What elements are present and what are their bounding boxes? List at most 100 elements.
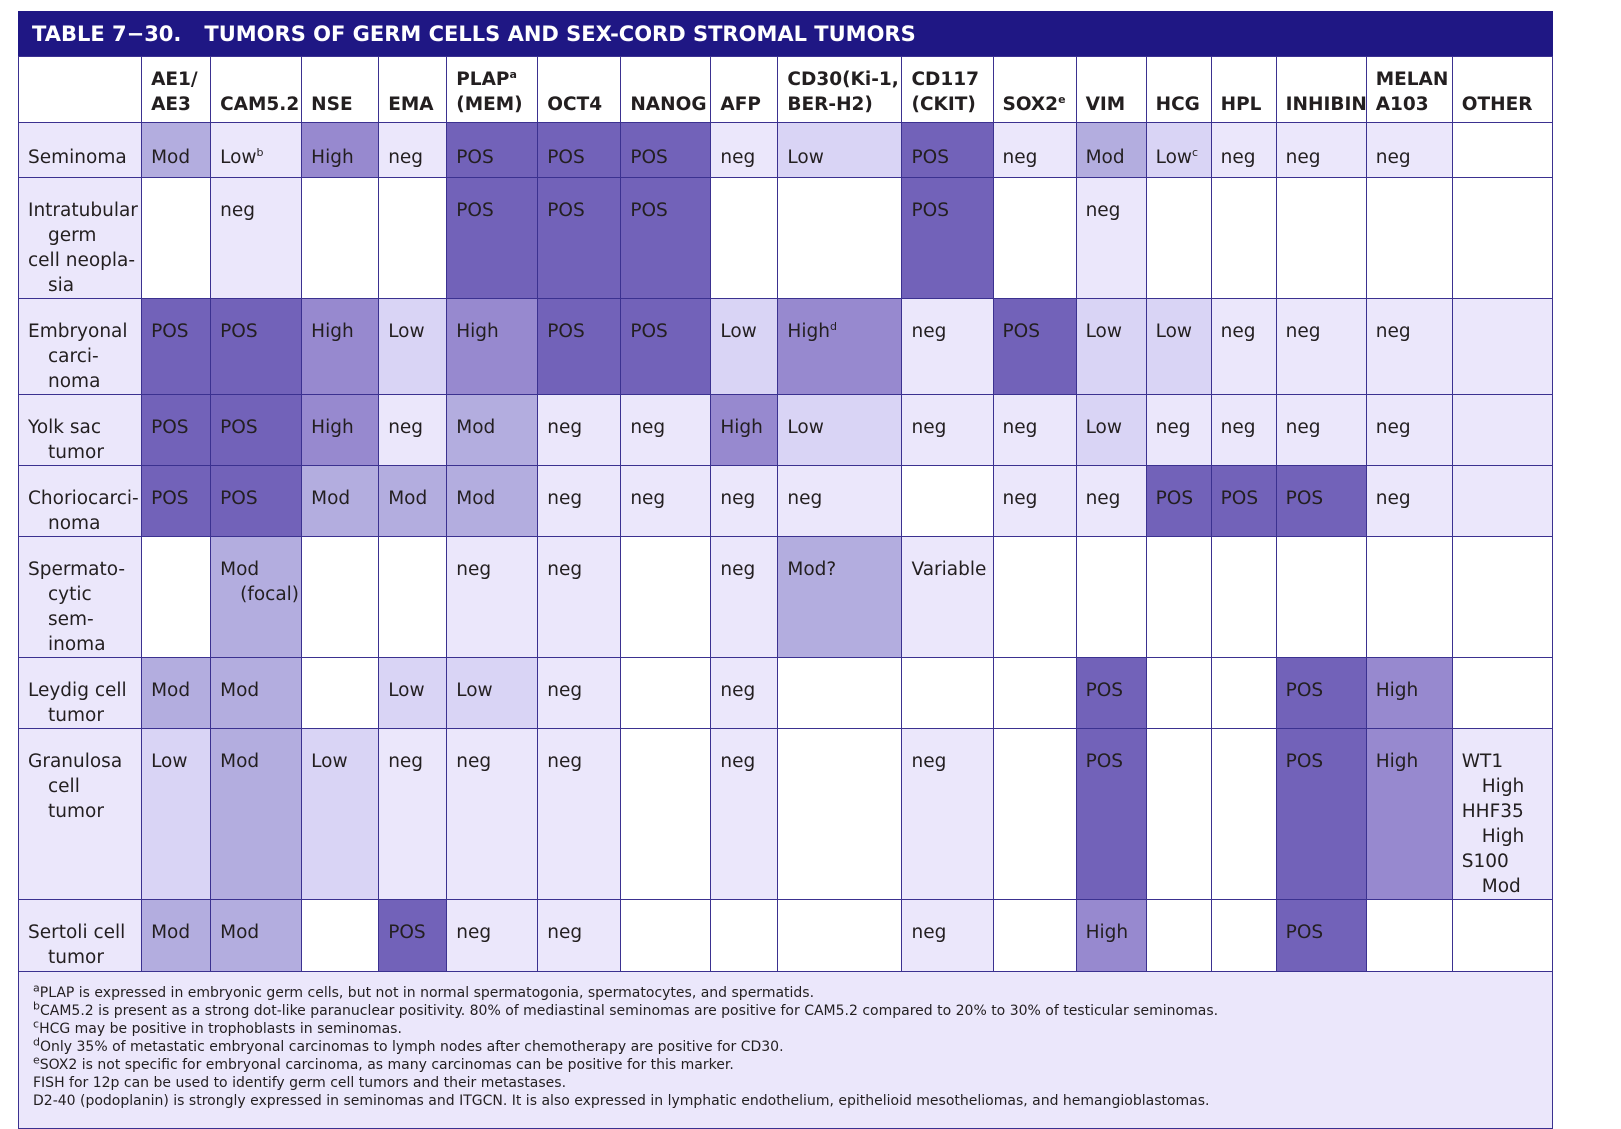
- table-cell: POS: [446, 177, 539, 299]
- table-cell: POS: [901, 122, 994, 178]
- table-cell: POS: [210, 465, 303, 537]
- cell-text: POS: [388, 922, 426, 943]
- row-header: Intratubular germ cell neopla-sia: [17, 177, 143, 299]
- footnote-marker: e: [33, 1053, 40, 1067]
- table-cell: neg: [901, 899, 994, 972]
- header-row: AE1/AE3 CAM5.2 NSE EMA PLAPa (MEM) OCT4 NANOG AF…: [17, 56, 1554, 123]
- column-header-line2: BER-H2): [787, 92, 901, 117]
- footnote-marker: a: [509, 67, 517, 81]
- column-header-line2: AE3: [151, 92, 210, 117]
- table-cell: neg: [378, 394, 448, 466]
- cell-text: POS: [1285, 751, 1324, 772]
- table-cell: Mod: [378, 465, 448, 537]
- cell-text: Low: [388, 321, 425, 342]
- cell-text: POS: [911, 147, 949, 168]
- table-row: Spermato-cytic sem-inoma Mod (focal) neg neg…: [17, 536, 1554, 658]
- table-cell: neg: [1145, 394, 1212, 466]
- footnote: D2-40 (podoplanin) is strongly expressed…: [33, 1092, 1552, 1110]
- table-cell: [777, 728, 903, 900]
- column-header-line1: [1286, 67, 1366, 92]
- table-cell: [1451, 465, 1554, 537]
- column-header-text: (CKIT): [911, 94, 976, 115]
- table-cell: [1365, 177, 1453, 299]
- table-row: Choriocarci-noma POS POS Mod Mod Mod neg neg neg…: [17, 465, 1554, 537]
- row-header-line: inoma: [48, 634, 106, 655]
- cell-text: neg: [1285, 147, 1321, 168]
- row-header-line: tumor: [48, 442, 104, 463]
- column-header-text: HPL: [1220, 94, 1262, 115]
- footnote-text: SOX2 is not specific for embryonal carci…: [39, 1057, 734, 1073]
- table-cell: [1451, 536, 1554, 658]
- footnote-marker: c: [33, 1017, 40, 1031]
- table-cell: [301, 536, 380, 658]
- column-header-line1: AE1/: [151, 67, 210, 92]
- table-cell: neg: [537, 536, 622, 658]
- table-cell: neg: [1365, 394, 1453, 466]
- cell-text: POS: [151, 488, 189, 509]
- table-cell: neg: [901, 728, 994, 900]
- column-header-text: (MEM): [456, 94, 523, 115]
- row-header-line: Intratubular: [28, 200, 138, 221]
- table-cell: POS: [210, 298, 303, 395]
- cell-text: High: [1085, 922, 1129, 943]
- cell-text: neg: [1285, 417, 1321, 438]
- table-cell: [1210, 536, 1277, 658]
- column-header-text: AFP: [720, 94, 761, 115]
- cell-text: neg: [630, 417, 666, 438]
- column-header-text: INHIBIN: [1285, 94, 1367, 115]
- column-header-line1: [720, 67, 777, 92]
- table-cell: neg: [537, 657, 622, 729]
- cell-text: Mod: [456, 417, 496, 438]
- footnote-text: CAM5.2 is present as a strong dot-like p…: [39, 1003, 1219, 1019]
- column-header-text: NANOG: [630, 94, 707, 115]
- cell-text: neg: [1220, 147, 1256, 168]
- column-header-line1: [311, 67, 378, 92]
- table-cell: Mod: [210, 657, 303, 729]
- table-cell: [777, 177, 903, 299]
- row-header-line: cell neopla-: [28, 250, 136, 271]
- table-cell: neg: [1275, 298, 1367, 395]
- cell-text: (focal): [240, 584, 300, 605]
- table-cell: [777, 657, 903, 729]
- table-cell: neg: [378, 122, 448, 178]
- table-cell: Mod: [301, 465, 380, 537]
- cell-text: Mod: [151, 922, 191, 943]
- footnote-text: HCG may be positive in trophoblasts in s…: [39, 1021, 402, 1037]
- table-cell: POS: [620, 122, 712, 178]
- cell-text: HHF35: [1461, 801, 1524, 822]
- table-cell: POS: [992, 298, 1077, 395]
- table-cell: Low: [141, 728, 212, 900]
- column-header-text: MELAN: [1375, 69, 1449, 90]
- cell-text: neg: [787, 488, 823, 509]
- column-header-line2: CAM5.2: [220, 92, 301, 117]
- table-cell: [1275, 177, 1367, 299]
- table-cell: neg: [446, 899, 539, 972]
- column-header-line1: [388, 67, 446, 92]
- footnote-text: PLAP is expressed in embryonic germ cell…: [39, 985, 815, 1001]
- row-header-line: Seminoma: [28, 147, 127, 168]
- column-header-text: CD117: [911, 69, 980, 90]
- table-cell: [1451, 394, 1554, 466]
- row-header: Yolk sac tumor: [17, 394, 143, 466]
- table-cell: [1451, 177, 1554, 299]
- table-cell: [1145, 899, 1212, 972]
- cell-text: POS: [456, 200, 494, 221]
- cell-text: POS: [547, 200, 585, 221]
- footnote-marker: e: [1058, 92, 1066, 106]
- cell-text: Mod: [311, 488, 351, 509]
- column-header-line1: [1086, 67, 1146, 92]
- cell-text: neg: [1375, 321, 1411, 342]
- column-header-line2: OTHER: [1462, 92, 1552, 117]
- cell-text: POS: [547, 321, 585, 342]
- table-row: Seminoma Mod Lowb High neg POS POS POS neg Low POS…: [17, 122, 1554, 178]
- cell-text: POS: [220, 488, 258, 509]
- table-cell: Low: [301, 728, 380, 900]
- cell-text: POS: [547, 147, 585, 168]
- table-cell: [1451, 298, 1554, 395]
- cell-text: neg: [388, 417, 424, 438]
- table-cell: neg: [992, 122, 1077, 178]
- cell-text: Highd: [787, 319, 837, 342]
- table-cell: neg: [992, 394, 1077, 466]
- column-header-line1: [1156, 67, 1211, 92]
- table-cell: POS: [378, 899, 448, 972]
